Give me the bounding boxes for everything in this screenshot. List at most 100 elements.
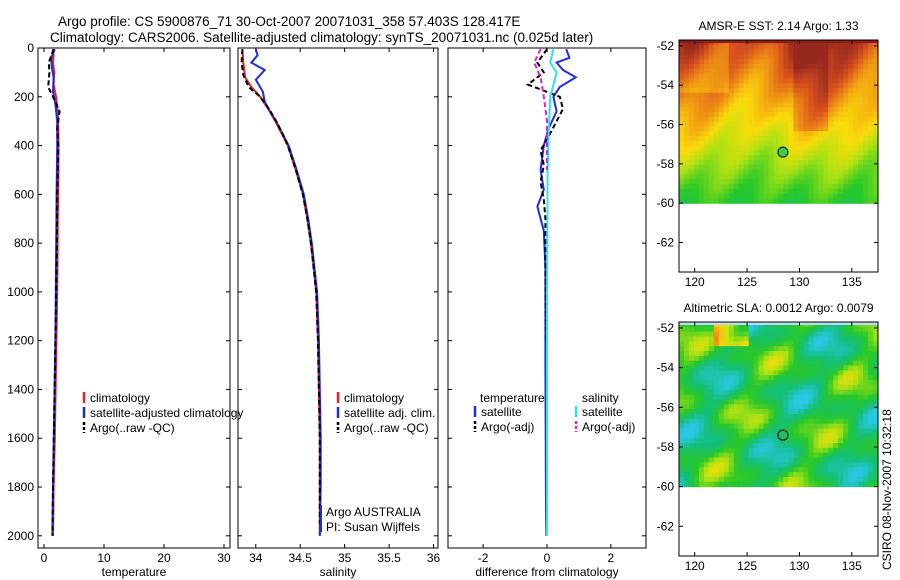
series-line-climatology [241,49,321,536]
heatmap-cell [733,476,740,483]
heatmap-cell [793,351,799,357]
heatmap-cell [823,384,829,391]
heatmap-cell [788,433,795,439]
heatmap-cell [763,92,770,99]
heatmap-cell [758,346,765,352]
heatmap-cell [758,443,765,449]
heatmap-cell [828,44,834,51]
heatmap-cell [838,193,844,199]
heatmap-cell [833,351,839,357]
heatmap-cell [813,198,819,204]
heatmap-cell [763,399,770,405]
heatmap-cell [788,418,795,425]
heatmap-cell [683,443,690,449]
heatmap-cell [753,107,760,113]
heatmap-cell [708,150,715,156]
heatmap-cell [813,467,819,473]
heatmap-cell [703,355,710,362]
heatmap-cell [828,331,834,338]
heatmap-cell [723,476,730,483]
heatmap-cell [748,92,755,99]
heatmap-cell [763,54,770,60]
heatmap-cell [698,193,705,199]
heatmap-cell [848,457,854,463]
heatmap-cell [808,88,814,94]
heatmap-cell [683,418,690,425]
heatmap-cell [683,476,690,483]
heatmap-cell [873,155,879,161]
heatmap-cell [788,404,795,410]
heatmap-cell [783,140,790,147]
heatmap-cell [708,59,715,65]
heatmap-cell [808,111,814,118]
heatmap-cell [758,179,765,185]
heatmap-cell [853,54,859,60]
heatmap-cell [863,169,869,175]
legend-label: climatology [90,391,150,405]
heatmap-cell [743,150,750,156]
heatmap-cell [753,346,760,352]
heatmap-cell [848,355,854,362]
heatmap-cell [743,44,750,51]
heatmap-cell [803,413,809,420]
heatmap-cell [703,438,710,444]
heatmap-cell [863,481,869,488]
heatmap-cell [688,370,695,376]
heatmap-cell [753,462,760,468]
heatmap-cell [818,375,824,381]
heatmap-cell [693,428,700,434]
heatmap-cell [773,336,780,342]
heatmap-cell [863,150,869,156]
heatmap-cell [688,433,695,439]
heatmap-cell [793,164,799,171]
heatmap-cell [753,457,760,463]
heatmap-cell [843,472,849,478]
heatmap-cell [798,198,804,204]
heatmap-cell [728,64,735,70]
heatmap-cell [853,380,859,386]
heatmap-cell [753,159,760,166]
heatmap-cell [683,399,690,405]
heatmap-cell [718,140,725,147]
heatmap-cell [833,44,839,51]
heatmap-cell [718,365,725,372]
heatmap-cell [793,49,799,55]
heatmap-cell [698,399,705,405]
heatmap-cell [863,155,869,161]
heatmap-cell [763,418,770,425]
heatmap-cell [708,433,715,439]
heatmap-cell [698,73,705,79]
heatmap-cell [868,384,874,391]
heatmap-cell [813,155,819,161]
heatmap-cell [873,116,879,123]
heatmap-cell [753,476,760,483]
heatmap-cell [723,355,730,362]
heatmap-cell [718,169,725,175]
heatmap-cell [723,389,730,396]
heatmap-cell [833,360,839,367]
heatmap-cell [793,145,799,151]
heatmap-cell [778,78,785,84]
heatmap-cell [708,457,715,463]
heatmap-cell [698,433,705,439]
heatmap-cell [823,433,829,439]
x-tick-label: 35 [338,551,352,565]
heatmap-cell [703,73,710,79]
heatmap-cell [818,140,824,147]
heatmap-cell [698,355,705,362]
heatmap-cell [679,457,685,463]
heatmap-cell [838,447,844,454]
heatmap-cell [823,155,829,161]
heatmap-cell [808,54,814,60]
heatmap-cell [828,423,834,430]
y-tick-label: 2000 [7,529,34,543]
heatmap-cell [708,54,715,60]
heatmap-cell [693,355,700,362]
heatmap-cell [738,418,745,425]
heatmap-cell [863,145,869,151]
heatmap-cell [813,135,819,142]
heatmap-cell [733,351,740,357]
heatmap-cell [679,365,685,372]
heatmap-cell [823,360,829,367]
heatmap-cell [853,413,859,420]
